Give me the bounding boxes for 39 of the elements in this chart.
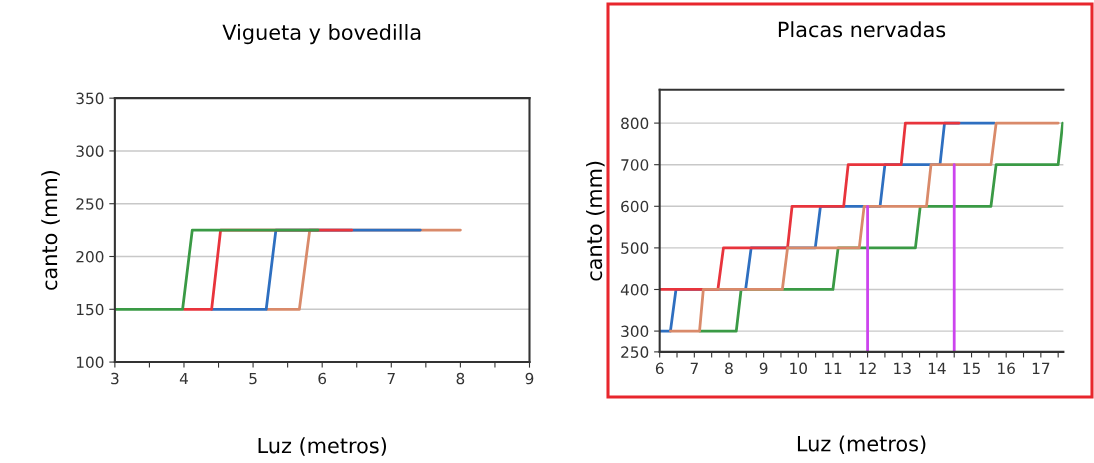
y-tick-label: 250 [621, 346, 649, 358]
y-tick-label: 200 [76, 250, 104, 263]
x-tick-label: 17 [1032, 362, 1050, 374]
y-axis-title: canto (mm) [586, 161, 605, 281]
x-tick-label: 9 [759, 362, 768, 375]
x-tick-label: 7 [690, 362, 698, 374]
x-tick-label: 10 [790, 362, 807, 375]
chart-title: Vigueta y bovedilla [222, 23, 421, 45]
y-axis-title: canto (mm) [41, 171, 60, 290]
x-tick-label: 16 [998, 362, 1015, 375]
x-tick-label: 11 [824, 362, 842, 374]
y-tick-label: 600 [621, 200, 649, 213]
x-tick-label: 12 [859, 362, 876, 374]
x-tick-label: 3 [111, 372, 119, 385]
x-tick-label: 6 [655, 362, 664, 375]
x-tick-label: 13 [894, 362, 911, 375]
x-tick-label: 5 [249, 372, 257, 385]
y-tick-label: 300 [621, 325, 649, 338]
x-tick-label: 8 [725, 362, 733, 375]
y-tick-label: 100 [76, 356, 104, 369]
x-axis-title: Luz (metros) [258, 437, 387, 456]
chart-title: Placas nervadas [778, 21, 946, 38]
y-tick-label: 350 [76, 92, 104, 105]
y-tick-label: 700 [621, 159, 649, 171]
y-tick-label: 150 [76, 303, 104, 316]
line-series [659, 121, 961, 291]
x-axis-title: Luz (metros) [797, 435, 926, 454]
y-tick-label: 300 [76, 145, 104, 157]
y-tick-label: 500 [621, 242, 649, 254]
x-tick-label: 8 [456, 372, 465, 385]
x-tick-label: 9 [525, 372, 534, 385]
x-tick-label: 4 [179, 372, 188, 385]
x-tick-label: 6 [318, 372, 327, 385]
x-tick-label: 14 [928, 362, 946, 374]
y-tick-label: 250 [76, 198, 104, 210]
y-tick-label: 800 [621, 117, 649, 130]
x-tick-label: 7 [387, 372, 395, 385]
x-tick-label: 15 [963, 362, 980, 375]
y-tick-label: 400 [620, 283, 649, 296]
